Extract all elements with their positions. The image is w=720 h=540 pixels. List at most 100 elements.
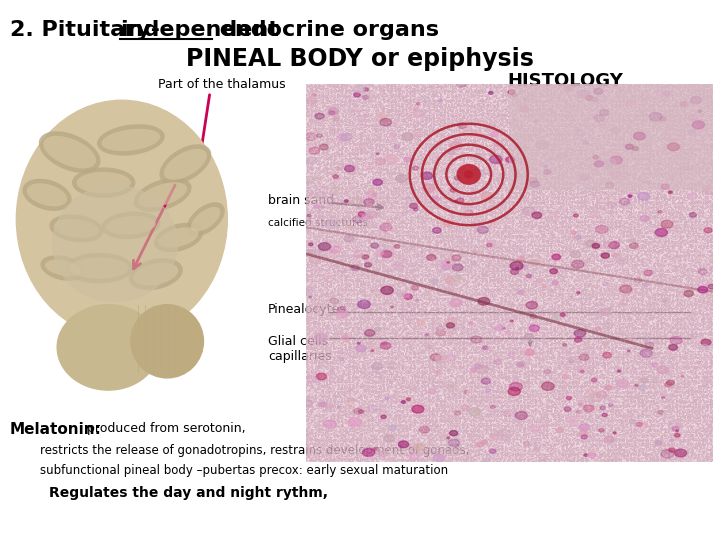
Ellipse shape xyxy=(381,251,392,258)
Ellipse shape xyxy=(657,366,669,373)
Text: restricts the release of gonadotropins, restrains development of gonads,: restricts the release of gonadotropins, … xyxy=(10,444,469,457)
Ellipse shape xyxy=(320,402,327,407)
Ellipse shape xyxy=(341,335,348,340)
Ellipse shape xyxy=(434,426,437,428)
Ellipse shape xyxy=(446,383,458,390)
Ellipse shape xyxy=(594,115,604,122)
Text: 2. Pituitary-: 2. Pituitary- xyxy=(10,20,160,40)
Ellipse shape xyxy=(338,406,341,408)
Ellipse shape xyxy=(381,249,393,258)
Text: independent: independent xyxy=(120,20,279,40)
Ellipse shape xyxy=(375,327,381,331)
Ellipse shape xyxy=(438,329,442,331)
Ellipse shape xyxy=(404,294,413,299)
Ellipse shape xyxy=(418,216,421,219)
Ellipse shape xyxy=(321,206,324,208)
Text: Melatonin:: Melatonin: xyxy=(10,422,102,437)
Ellipse shape xyxy=(191,207,220,232)
Text: HISTOLOGY: HISTOLOGY xyxy=(507,72,623,90)
Ellipse shape xyxy=(362,448,374,456)
Ellipse shape xyxy=(563,85,571,91)
Ellipse shape xyxy=(364,262,372,267)
Ellipse shape xyxy=(619,198,630,205)
Ellipse shape xyxy=(569,359,574,362)
Ellipse shape xyxy=(523,382,528,385)
Ellipse shape xyxy=(618,370,621,372)
Ellipse shape xyxy=(606,159,616,165)
Text: produced from serotonin,: produced from serotonin, xyxy=(83,422,246,435)
Ellipse shape xyxy=(527,134,531,137)
Ellipse shape xyxy=(629,243,638,248)
Ellipse shape xyxy=(330,298,338,303)
Ellipse shape xyxy=(466,210,473,214)
Ellipse shape xyxy=(611,127,621,133)
Ellipse shape xyxy=(520,106,528,112)
Ellipse shape xyxy=(304,176,315,183)
Ellipse shape xyxy=(655,228,667,237)
Ellipse shape xyxy=(407,398,410,401)
Ellipse shape xyxy=(560,313,565,316)
Ellipse shape xyxy=(454,200,457,202)
Ellipse shape xyxy=(708,298,711,299)
Ellipse shape xyxy=(626,100,635,106)
Ellipse shape xyxy=(436,355,447,362)
Ellipse shape xyxy=(355,146,364,153)
Ellipse shape xyxy=(379,451,387,457)
Ellipse shape xyxy=(484,195,492,201)
Ellipse shape xyxy=(627,338,633,342)
Ellipse shape xyxy=(376,158,385,165)
Ellipse shape xyxy=(622,414,627,417)
Ellipse shape xyxy=(373,448,377,451)
Ellipse shape xyxy=(645,342,654,348)
Ellipse shape xyxy=(433,227,441,233)
Ellipse shape xyxy=(356,345,366,352)
Ellipse shape xyxy=(324,420,336,428)
Ellipse shape xyxy=(575,366,584,372)
Ellipse shape xyxy=(552,281,558,285)
Ellipse shape xyxy=(45,260,81,276)
Ellipse shape xyxy=(514,85,518,88)
Ellipse shape xyxy=(643,98,649,101)
Ellipse shape xyxy=(564,407,571,411)
Ellipse shape xyxy=(663,197,666,199)
Ellipse shape xyxy=(594,89,603,94)
Ellipse shape xyxy=(307,249,315,254)
Ellipse shape xyxy=(593,170,596,172)
Ellipse shape xyxy=(490,124,496,128)
Ellipse shape xyxy=(388,362,397,369)
Ellipse shape xyxy=(530,314,536,319)
Ellipse shape xyxy=(388,425,397,430)
Ellipse shape xyxy=(562,374,570,379)
Ellipse shape xyxy=(481,192,493,200)
Ellipse shape xyxy=(416,300,419,301)
Ellipse shape xyxy=(57,305,159,390)
Ellipse shape xyxy=(432,280,438,284)
Ellipse shape xyxy=(651,379,657,382)
Ellipse shape xyxy=(629,420,635,423)
Ellipse shape xyxy=(567,86,573,91)
Ellipse shape xyxy=(657,410,663,414)
Ellipse shape xyxy=(574,214,578,217)
Ellipse shape xyxy=(518,291,524,294)
Ellipse shape xyxy=(638,193,649,200)
Ellipse shape xyxy=(414,208,418,211)
Ellipse shape xyxy=(364,330,374,336)
Ellipse shape xyxy=(65,253,133,284)
Ellipse shape xyxy=(416,103,420,105)
Ellipse shape xyxy=(17,100,228,338)
Ellipse shape xyxy=(490,132,499,137)
Ellipse shape xyxy=(669,448,675,452)
Ellipse shape xyxy=(568,356,580,364)
Ellipse shape xyxy=(428,389,436,394)
Ellipse shape xyxy=(655,441,662,445)
Ellipse shape xyxy=(510,308,513,310)
Ellipse shape xyxy=(367,204,372,207)
Ellipse shape xyxy=(690,97,701,104)
Ellipse shape xyxy=(575,130,585,136)
Ellipse shape xyxy=(667,143,680,151)
Ellipse shape xyxy=(159,144,211,185)
Ellipse shape xyxy=(590,394,603,401)
Ellipse shape xyxy=(490,156,502,164)
Ellipse shape xyxy=(449,430,458,436)
Ellipse shape xyxy=(634,132,645,140)
